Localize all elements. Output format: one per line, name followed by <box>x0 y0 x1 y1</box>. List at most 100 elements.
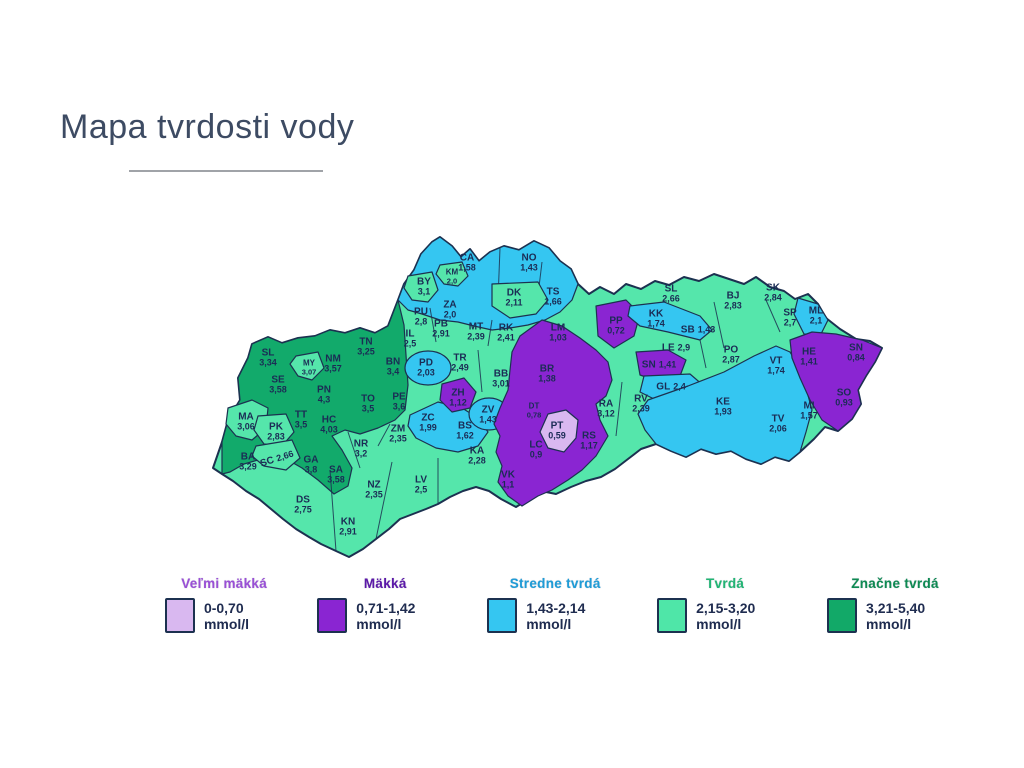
district-label: LC 0,9 <box>529 439 543 460</box>
slovakia-map-svg <box>212 236 883 558</box>
district-label: IL 2,5 <box>403 328 417 349</box>
zone-pd <box>404 350 452 386</box>
district-label: PO 2,87 <box>722 344 740 365</box>
legend-range-label: 3,21-5,40 mmol/l <box>866 599 926 632</box>
district-label: PK 2,83 <box>267 421 285 442</box>
district-label: BY 3,1 <box>417 276 431 297</box>
district-label: RK 2,41 <box>497 322 515 343</box>
district-label: VT 1,74 <box>767 355 785 376</box>
district-label: SP 2,7 <box>783 307 797 328</box>
zone-far-east-soft <box>789 331 883 432</box>
legend-color-swatch <box>165 598 195 633</box>
district-label: LV 2,5 <box>414 474 428 495</box>
district-label: ZA 2,0 <box>443 299 457 320</box>
zone-km <box>435 261 469 287</box>
district-label: SE 3,58 <box>269 374 287 395</box>
district-label: BN 3,4 <box>385 356 401 377</box>
district-label: BB 3,01 <box>492 368 510 389</box>
legend-item: Tvrdá 2,15-3,20 mmol/l <box>657 576 793 633</box>
district-label: ZV 1,43 <box>479 404 497 425</box>
district-label: HE 1,41 <box>800 346 818 367</box>
legend-category-title: Mäkká <box>363 576 407 591</box>
district-label: TT 3,5 <box>294 409 308 430</box>
district-label: SA 3,58 <box>327 464 345 485</box>
district-label: KN 2,91 <box>339 516 357 537</box>
district-label: TN 3,25 <box>357 336 375 357</box>
district-label: MA 3,06 <box>237 411 255 432</box>
district-label: SN 1,41 <box>641 359 677 371</box>
district-label: BA 3,29 <box>239 451 257 472</box>
district-label: BS 1,62 <box>456 420 474 441</box>
district-label: VK 1,1 <box>501 469 515 490</box>
border-zm-nr <box>377 423 391 447</box>
border-ds-kn <box>329 469 337 552</box>
district-label: KA 2,28 <box>468 445 486 466</box>
border-ra-rv <box>615 381 623 437</box>
legend-item: Značne tvrdá 3,21-5,40 mmol/l <box>827 576 963 633</box>
district-label: PE 3,6 <box>392 391 406 412</box>
zone-east-cyan <box>637 345 813 465</box>
district-label: PP 0,72 <box>607 315 625 336</box>
district-label: SL 3,34 <box>259 347 277 368</box>
district-label: NZ 2,35 <box>365 479 383 500</box>
district-label: HC 4,03 <box>320 414 338 435</box>
district-label: GL 2,4 <box>656 381 686 393</box>
district-label: TR 2,49 <box>451 352 469 373</box>
district-label: PN 4,3 <box>317 384 331 405</box>
district-label: PT 0,59 <box>548 420 566 441</box>
zone-my <box>289 351 325 381</box>
zone-pt <box>539 409 579 453</box>
border-le-po <box>699 339 707 369</box>
border-mt-rk <box>487 319 493 347</box>
district-label: MI 1,57 <box>800 400 818 421</box>
district-label: MY 3,07 <box>301 358 317 377</box>
district-labels: CA 1,58 KM 2,0 NO 1,43 TS 1,66 BY 3,1 ZA 2,0 PU 2,8 PB… <box>200 225 900 575</box>
district-label: PB 2,91 <box>432 318 450 339</box>
district-label: RA 3,12 <box>597 398 615 419</box>
legend-category-title: Tvrdá <box>705 576 745 591</box>
legend-range-label: 0-0,70 mmol/l <box>203 599 250 632</box>
border-sk-sp <box>765 299 781 333</box>
district-label: KM 2,0 <box>445 267 459 286</box>
district-label: DS 2,75 <box>294 494 312 515</box>
zone-dk <box>491 281 549 319</box>
district-label: ZC 1,99 <box>419 412 437 433</box>
district-label: SK 2,84 <box>764 282 782 303</box>
title-underline <box>129 170 323 172</box>
legend-color-swatch <box>657 598 688 633</box>
district-label: DT 0,78 <box>526 401 542 420</box>
legend-range-label: 2,15-3,20 mmol/l <box>696 599 756 632</box>
legend-color-swatch <box>827 598 858 633</box>
district-label: ZM 2,35 <box>389 423 407 444</box>
district-label: SL 2,66 <box>662 283 680 304</box>
district-label: TS 1,66 <box>544 286 562 307</box>
legend-range-label: 1,43-2,14 mmol/l <box>526 599 586 632</box>
legend-item: Veľmi mäkká 0-0,70 mmol/l <box>165 576 283 633</box>
district-label: NO 1,43 <box>520 252 538 273</box>
district-label: GA 3,8 <box>303 454 319 475</box>
district-label: MT 2,39 <box>467 321 485 342</box>
zone-zh <box>439 377 477 413</box>
border-tr-bb <box>477 349 483 393</box>
border-pu-pb <box>429 307 437 343</box>
district-label: BJ 2,83 <box>724 290 742 311</box>
legend-color-swatch <box>317 598 348 633</box>
border-nr-nz <box>347 431 361 469</box>
district-label: ML 2,1 <box>808 305 824 326</box>
district-label: TV 2,06 <box>769 413 787 434</box>
legend-category-title: Značne tvrdá <box>851 576 939 591</box>
district-label: NM 3,57 <box>324 353 342 374</box>
district-label: SN 0,84 <box>847 342 865 363</box>
legend-color-swatch <box>487 598 518 633</box>
legend-category-title: Veľmi mäkká <box>181 576 268 591</box>
district-label: CA 1,58 <box>458 252 476 273</box>
legend-item: Stredne tvrdá 1,43-2,14 mmol/l <box>487 576 623 633</box>
district-label: BR 1,38 <box>538 363 556 384</box>
zone-sc <box>251 439 301 471</box>
district-label: TO 3,5 <box>361 393 375 414</box>
district-label: KK 1,74 <box>647 308 665 329</box>
legend-item: Mäkká 0,71-1,42 mmol/l <box>317 576 453 633</box>
district-label: PU 2,8 <box>414 306 428 327</box>
legend-category-title: Stredne tvrdá <box>509 576 601 591</box>
